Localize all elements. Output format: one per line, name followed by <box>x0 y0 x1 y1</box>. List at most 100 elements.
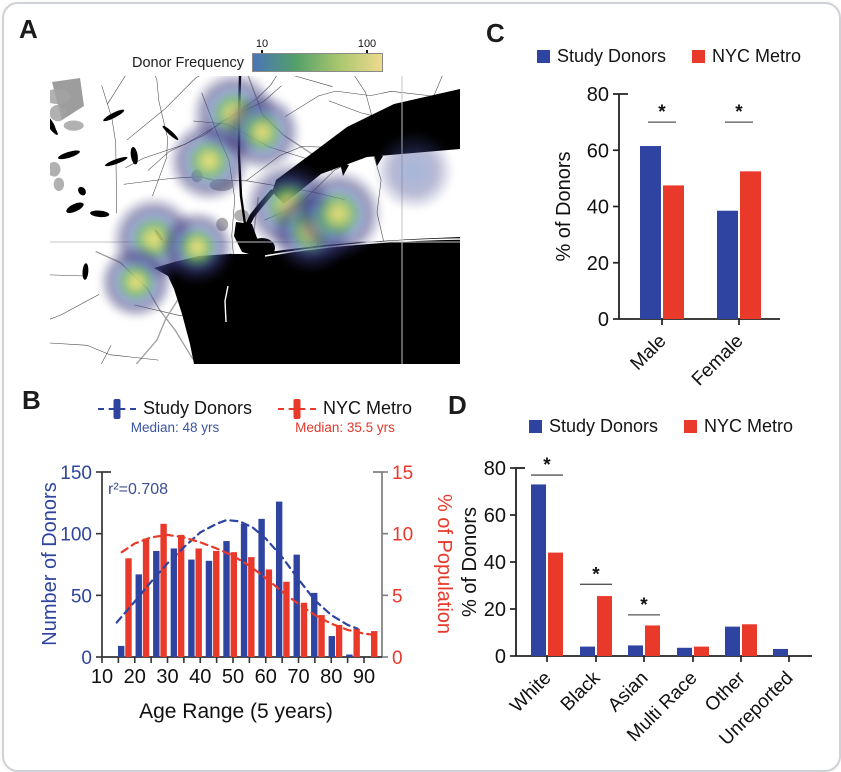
bar-study-donors <box>223 541 230 657</box>
bar-nyc-metro <box>740 171 761 319</box>
y-tick-label: 0 <box>392 648 403 669</box>
bar-study-donors <box>153 550 160 657</box>
bar-nyc-metro <box>195 548 202 657</box>
colorbar-gradient <box>252 53 383 72</box>
trend-curve-nyc-metro <box>120 533 375 636</box>
map-lake <box>90 210 110 218</box>
bar-study-donors <box>717 210 738 319</box>
panel-a-label: A <box>19 14 38 44</box>
bar-study-donors <box>640 146 661 319</box>
map-lake <box>66 202 84 213</box>
x-tick-label: 80 <box>320 666 342 688</box>
colorbar-title: Donor Frequency <box>131 55 244 71</box>
colorbar-tick <box>261 50 263 54</box>
r-squared-annotation: r²=0.708 <box>108 481 168 498</box>
bar-nyc-metro <box>230 552 237 657</box>
bar-study-donors <box>258 518 265 657</box>
y-axis-left-title: Number of Donors <box>39 482 61 645</box>
map-lake <box>82 263 89 280</box>
x-axis-title: Age Range (5 years) <box>139 700 333 723</box>
legend-item-study-donors: Study Donors Median: 48 yrs <box>97 398 253 435</box>
heatmap-layer <box>50 76 460 364</box>
road-line <box>107 76 126 104</box>
y-tick-label: 15 <box>392 463 413 484</box>
bar-nyc-metro <box>597 596 612 656</box>
heatmap-hotspot <box>98 243 175 320</box>
y-tick-label: 0 <box>81 648 92 669</box>
bar-nyc-metro <box>265 569 273 657</box>
bar-nyc-metro <box>742 624 757 656</box>
map-park-patch <box>50 162 61 177</box>
bar-study-donors <box>135 574 142 657</box>
bar-nyc-metro <box>213 550 220 657</box>
bar-nyc-metro <box>548 552 563 656</box>
panel-d-label: D <box>448 390 467 420</box>
y-tick-label: 60 <box>484 505 506 527</box>
bar-nyc-metro <box>300 602 308 657</box>
y-axis-right-title: % of Population <box>433 494 455 634</box>
bar-nyc-metro <box>371 631 378 657</box>
map-atlantic-ocean <box>154 237 460 364</box>
significance-star: * <box>735 102 743 123</box>
y-tick-label: 0 <box>495 646 506 668</box>
bar-study-donors <box>773 648 788 656</box>
map-lake <box>58 150 80 160</box>
nyc-metro-median: Median: 35.5 yrs <box>295 420 395 435</box>
significance-star: * <box>658 102 666 123</box>
legend-label: Study Donors <box>548 416 659 436</box>
map-park-patch <box>53 177 65 191</box>
sex-distribution-chart: 0 20 40 60 80 Male Female * * % of Donors <box>553 84 780 391</box>
bar-study-donors <box>188 559 195 657</box>
study-donors-marker-icon <box>97 398 136 419</box>
map-lake <box>78 186 86 196</box>
category-label: Black <box>557 667 605 715</box>
significance-star: * <box>592 564 600 585</box>
legend-item-study-donors: Study Donors <box>528 416 659 437</box>
category-label: Female <box>688 331 748 391</box>
panel-b-label: B <box>22 385 41 415</box>
legend-item-nyc-metro: NYC Metro <box>692 46 801 67</box>
bar-nyc-metro <box>335 624 343 657</box>
age-distribution-chart: 0 50 100 150 0 5 10 15 10 20 30 40 50 60 70 80 90 r²=0.70… <box>39 463 455 723</box>
bar-study-donors <box>118 645 125 657</box>
x-tick-label: 30 <box>156 666 178 688</box>
x-tick-label: 60 <box>255 666 277 688</box>
y-tick-label: 10 <box>392 525 413 546</box>
category-label: White <box>506 668 555 717</box>
bar-nyc-metro <box>248 557 255 657</box>
nyc-metro-marker-icon <box>278 398 317 419</box>
x-tick-label: 10 <box>91 666 113 688</box>
map-lake <box>50 119 58 135</box>
x-tick-label: 40 <box>189 666 211 688</box>
significance-star: * <box>640 595 648 616</box>
study-donors-median: Median: 48 yrs <box>130 420 220 435</box>
road-line <box>50 342 159 361</box>
nyc-metro-swatch-icon <box>692 50 706 63</box>
trend-curve-study-donors <box>115 518 359 630</box>
y-tick-label: 20 <box>484 599 506 621</box>
study-donors-swatch-icon <box>536 50 550 63</box>
y-tick-label: 40 <box>484 552 506 574</box>
y-tick-label: 100 <box>60 525 92 546</box>
y-tick-label: 80 <box>484 458 506 480</box>
bar-study-donors <box>205 560 213 657</box>
y-tick-label: 20 <box>587 253 609 275</box>
legend-item-study-donors: Study Donors <box>536 46 666 67</box>
map-park-patch <box>50 88 71 105</box>
bar-study-donors <box>311 592 318 657</box>
road-line <box>152 76 168 197</box>
bar-study-donors <box>725 626 740 656</box>
bar-nyc-metro <box>177 534 185 657</box>
bar-study-donors <box>328 636 335 657</box>
legend-label: Study Donors <box>142 398 253 418</box>
map-lake <box>103 109 125 122</box>
x-tick-label: 50 <box>222 666 244 688</box>
panel-d-legend: Study Donors NYC Metro <box>516 416 806 437</box>
legend-item-nyc-metro: NYC Metro <box>684 416 793 437</box>
panel-b-legend: Study Donors Median: 48 yrs NYC Metro Me… <box>80 398 430 435</box>
y-tick-label: 150 <box>60 463 92 484</box>
y-axis-title: % of Donors <box>459 507 481 617</box>
bar-nyc-metro <box>694 646 709 656</box>
